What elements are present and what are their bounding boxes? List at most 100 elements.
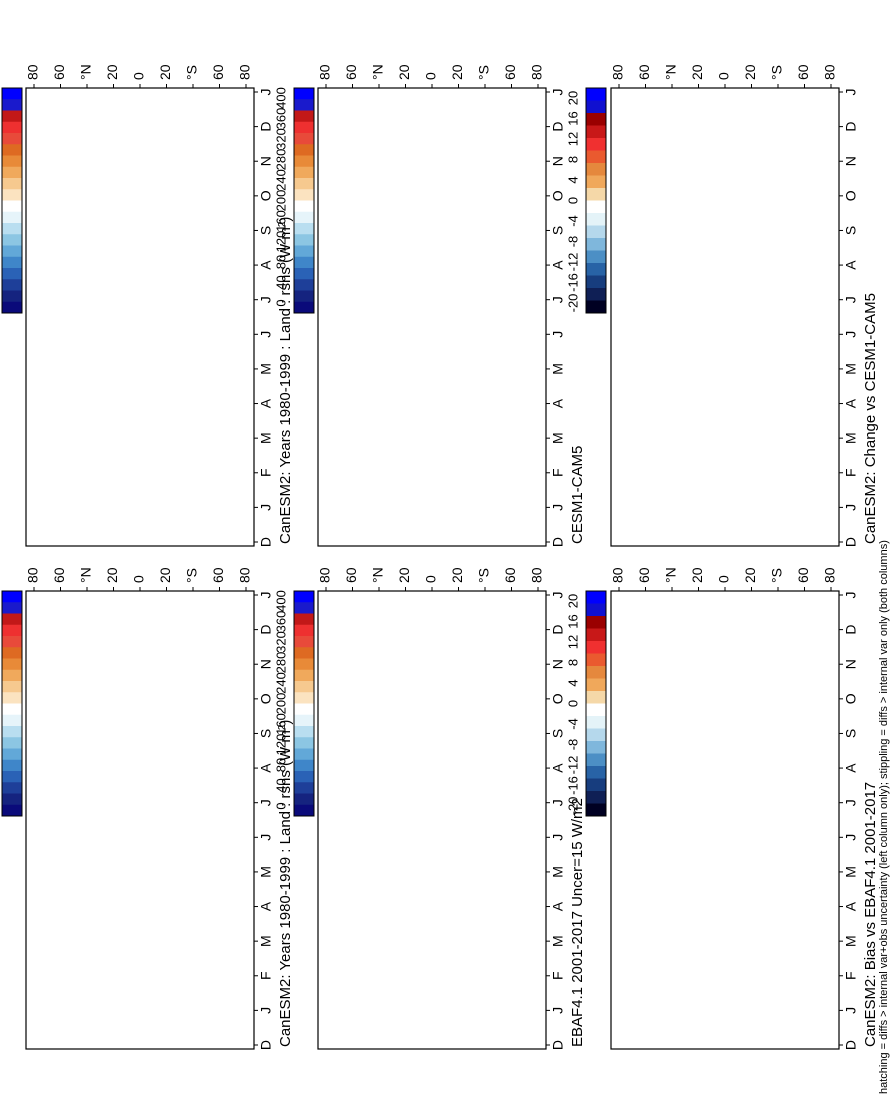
heatmap-cell [170, 661, 177, 670]
heatmap-cell [176, 299, 183, 308]
heatmap-cell [68, 979, 75, 988]
heatmap-cell [80, 1031, 87, 1040]
heatmap-cell [50, 767, 57, 776]
heatmap-cell [128, 935, 135, 944]
heatmap-cell [218, 644, 225, 653]
heatmap-cell [372, 917, 379, 926]
heatmap-cell [104, 767, 111, 776]
colorbar-swatch [2, 234, 22, 246]
heatmap-cell [158, 247, 165, 256]
heatmap-cell [164, 1031, 171, 1040]
heatmap-cell [32, 520, 39, 529]
heatmap-cell [224, 776, 231, 785]
heatmap-cell [194, 626, 201, 635]
heatmap-cell [116, 626, 123, 635]
heatmap-cell [128, 864, 135, 873]
heatmap-cell [414, 776, 421, 785]
heatmap-cell [122, 864, 129, 873]
heatmap-cell [86, 97, 93, 106]
month-tick-label: M [258, 935, 274, 947]
heatmap-cell [62, 697, 69, 706]
heatmap-cell [44, 794, 51, 803]
heatmap-cell [230, 220, 237, 229]
heatmap-cell [50, 979, 57, 988]
heatmap-cell [128, 123, 135, 132]
heatmap-cell [236, 299, 243, 308]
heatmap-cell [86, 343, 93, 352]
heatmap-cell [56, 987, 63, 996]
heatmap-cell [86, 150, 93, 159]
heatmap-cell [128, 1023, 135, 1032]
heatmap-cell [170, 203, 177, 212]
heatmap-cell [32, 255, 39, 264]
heatmap-cell [110, 873, 117, 882]
heatmap-cell [50, 211, 57, 220]
heatmap-cell [360, 952, 367, 961]
heatmap-cell [104, 502, 111, 511]
heatmap-cell [98, 167, 105, 176]
heatmap-cell [360, 811, 367, 820]
heatmap-cell [360, 697, 367, 706]
heatmap-cell [104, 750, 111, 759]
heatmap-cell [62, 229, 69, 238]
heatmap-cell [188, 414, 195, 423]
heatmap-cell [402, 758, 409, 767]
heatmap-cell [116, 688, 123, 697]
heatmap-cell [206, 194, 213, 203]
heatmap-cell [122, 467, 129, 476]
heatmap-cell [176, 838, 183, 847]
heatmap-cell [176, 326, 183, 335]
heatmap-cell [414, 732, 421, 741]
heatmap-cell [80, 855, 87, 864]
heatmap-cell [200, 811, 207, 820]
heatmap-cell [318, 635, 325, 644]
heatmap-cell [80, 449, 87, 458]
heatmap-cell [38, 229, 45, 238]
heatmap-cell [110, 794, 117, 803]
heatmap-cell [152, 432, 159, 441]
heatmap-cell [194, 520, 201, 529]
heatmap-cell [242, 1014, 249, 1023]
heatmap-cell [104, 609, 111, 618]
heatmap-cell [74, 670, 81, 679]
heatmap-cell [236, 890, 243, 899]
heatmap-cell [158, 379, 165, 388]
heatmap-cell [80, 176, 87, 185]
heatmap-cell [128, 502, 135, 511]
heatmap-cell [62, 644, 69, 653]
heatmap-cell [318, 979, 325, 988]
heatmap-cell [74, 106, 81, 115]
heatmap-cell [236, 706, 243, 715]
heatmap-cell [98, 247, 105, 256]
heatmap-cell [116, 291, 123, 300]
heatmap-cell [104, 335, 111, 344]
heatmap-cell [164, 917, 171, 926]
heatmap-cell [110, 970, 117, 979]
heatmap-cell [110, 952, 117, 961]
heatmap-cell [98, 493, 105, 502]
heatmap-cell [188, 943, 195, 952]
heatmap-cell [50, 361, 57, 370]
heatmap-cell [200, 785, 207, 794]
heatmap-cell [324, 617, 331, 626]
heatmap-cell [32, 1031, 39, 1040]
heatmap-cell [342, 1023, 349, 1032]
heatmap-cell [92, 167, 99, 176]
heatmap-cell [104, 255, 111, 264]
heatmap-cell [98, 952, 105, 961]
heatmap-cell [384, 776, 391, 785]
heatmap-cell [44, 838, 51, 847]
heatmap-cell [372, 811, 379, 820]
heatmap-cell [408, 952, 415, 961]
heatmap-cell [62, 458, 69, 467]
heatmap-cell [44, 653, 51, 662]
heatmap-cell [44, 846, 51, 855]
heatmap-cell [140, 838, 147, 847]
heatmap-cell [152, 167, 159, 176]
heatmap-cell [50, 423, 57, 432]
heatmap-cell [348, 882, 355, 891]
heatmap-cell [74, 158, 81, 167]
heatmap-cell [62, 379, 69, 388]
heatmap-cell [158, 273, 165, 282]
heatmap-cell [206, 706, 213, 715]
